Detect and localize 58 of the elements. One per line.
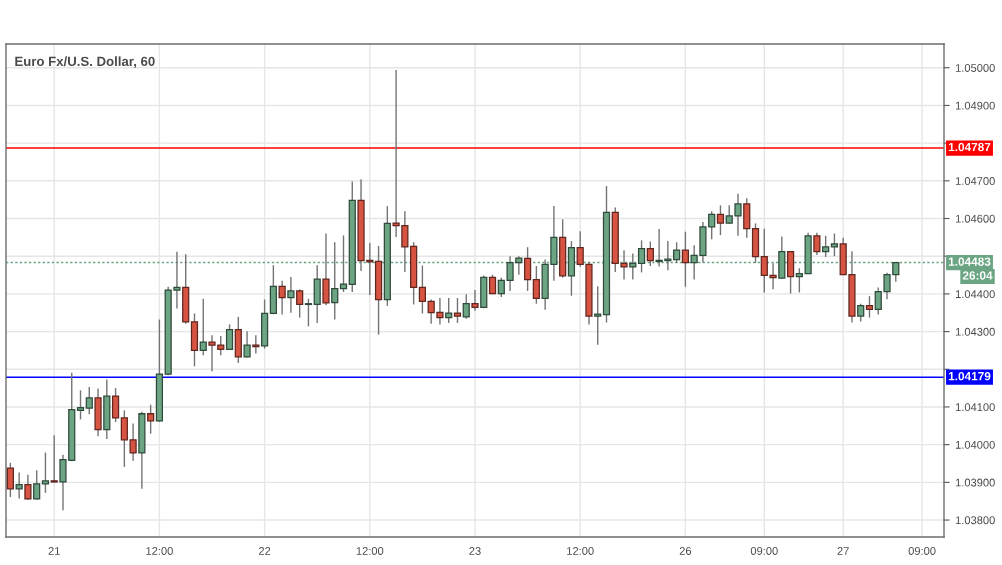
ref-line-label: 1.04787 [948, 142, 991, 152]
x-tick-label: 09:00 [750, 547, 778, 555]
y-tick-label: 1.04300 [955, 327, 995, 336]
candlestick [453, 297, 462, 324]
y-tick-label: 1.04700 [955, 177, 995, 185]
candlestick [304, 298, 313, 328]
candlestick [243, 330, 251, 359]
candlestick [278, 280, 286, 316]
x-tick-label: 12:00 [146, 547, 173, 555]
ref-line-label: 1.04483 [948, 257, 991, 266]
candlestick [76, 389, 85, 421]
candlestick [287, 276, 295, 314]
candlestick [830, 232, 839, 257]
candlestick [322, 232, 330, 306]
y-tick-label: 1.04900 [955, 101, 995, 110]
candlestick [296, 288, 304, 319]
candlestick [646, 240, 654, 267]
candlestick [199, 298, 207, 357]
candlestick [225, 323, 234, 351]
x-tick-label: 21 [48, 547, 60, 555]
x-tick-label: 09:00 [908, 547, 936, 555]
candlestick [24, 474, 32, 501]
candlestick [813, 232, 821, 256]
candlestick [681, 231, 689, 288]
y-tick-label: 1.04600 [955, 214, 995, 223]
candlestick [111, 387, 120, 423]
x-tick-label: 12:00 [567, 547, 594, 555]
candlestick [147, 404, 155, 435]
candlestick [445, 297, 453, 324]
candlestick [85, 386, 93, 415]
candlestick [15, 471, 23, 500]
candlestick [865, 295, 874, 319]
y-tick-label: 1.03900 [955, 478, 995, 487]
y-tick-label: 1.04100 [955, 403, 995, 412]
candlestick [462, 293, 470, 320]
y-tick-label: 1.04400 [955, 290, 995, 299]
candlestick [50, 434, 58, 484]
text: Euro Fx/U.S. Dollar, 60 [15, 56, 155, 68]
x-tick-label: 27 [837, 547, 849, 555]
candlestick [716, 204, 725, 236]
candlestick [594, 285, 602, 346]
x-tick-label: 12:00 [356, 547, 384, 555]
y-tick-label: 1.05000 [955, 64, 995, 72]
candlestick [418, 264, 427, 315]
candlestick [523, 246, 532, 292]
candlestick [822, 235, 830, 258]
candlestick [637, 239, 646, 274]
x-tick-label: 23 [469, 547, 481, 555]
candlestick [33, 469, 41, 501]
x-tick-label: 22 [258, 547, 271, 555]
y-tick-label: 1.04000 [955, 440, 995, 449]
text: 26:04 [962, 271, 993, 280]
x-tick-label: 26 [679, 547, 692, 555]
candlestick [41, 451, 50, 494]
candlestick [471, 289, 479, 312]
y-tick-label: 1.03800 [955, 516, 995, 525]
candlestick [532, 265, 540, 305]
ref-line-label: 1.04179 [948, 372, 991, 381]
